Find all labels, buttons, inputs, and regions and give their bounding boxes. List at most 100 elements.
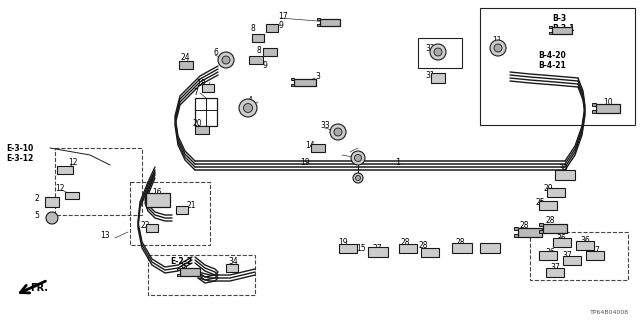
Text: 17: 17	[278, 12, 287, 20]
Text: 5: 5	[34, 211, 39, 220]
Bar	[263, 48, 277, 56]
Text: 36: 36	[545, 247, 555, 257]
Text: FR.: FR.	[30, 283, 48, 293]
Bar	[593, 103, 596, 106]
Text: 32: 32	[425, 44, 435, 52]
Bar	[179, 61, 193, 69]
Circle shape	[494, 44, 502, 52]
Text: E-3-12: E-3-12	[6, 154, 33, 163]
Bar	[540, 230, 543, 233]
Text: 18: 18	[196, 78, 205, 87]
Text: 27: 27	[372, 244, 381, 252]
Text: 9: 9	[262, 60, 267, 69]
Bar	[539, 251, 557, 260]
Text: 21: 21	[186, 201, 195, 210]
Text: 8: 8	[256, 45, 260, 54]
Text: 10: 10	[603, 98, 612, 107]
Bar	[553, 237, 571, 246]
Circle shape	[46, 212, 58, 224]
Bar	[146, 193, 170, 207]
Bar	[547, 188, 565, 196]
Circle shape	[334, 128, 342, 136]
Text: 28: 28	[545, 215, 554, 225]
Bar	[431, 73, 445, 83]
Text: 11: 11	[492, 36, 502, 44]
Text: B-4-20: B-4-20	[538, 51, 566, 60]
Text: 12: 12	[68, 157, 77, 166]
Circle shape	[218, 52, 234, 68]
Text: 31: 31	[425, 70, 435, 79]
Text: 37: 37	[562, 252, 572, 260]
Bar	[480, 243, 500, 253]
Circle shape	[355, 155, 362, 162]
Circle shape	[430, 44, 446, 60]
Bar	[45, 197, 59, 207]
Bar	[593, 110, 596, 113]
Bar	[515, 227, 518, 230]
Text: 2: 2	[34, 194, 39, 203]
Bar	[177, 268, 180, 270]
Text: 36: 36	[580, 236, 589, 244]
Bar	[146, 224, 158, 232]
Bar	[226, 264, 238, 272]
Text: 28: 28	[418, 241, 428, 250]
Bar	[266, 24, 278, 32]
Bar	[546, 268, 564, 276]
Bar	[540, 223, 543, 226]
Circle shape	[434, 48, 442, 56]
Bar	[549, 32, 552, 34]
Bar	[586, 251, 604, 260]
Bar	[148, 255, 255, 295]
Text: 34: 34	[228, 258, 237, 267]
Bar	[555, 170, 575, 180]
Circle shape	[351, 151, 365, 165]
Bar	[339, 244, 357, 252]
Bar	[518, 228, 542, 236]
Text: 37: 37	[590, 245, 600, 254]
Circle shape	[222, 56, 230, 64]
Circle shape	[353, 173, 363, 183]
Text: E-2: E-2	[148, 194, 162, 203]
Text: 37: 37	[550, 263, 560, 273]
Bar	[55, 148, 142, 215]
Text: E-2-2: E-2-2	[170, 258, 192, 267]
Text: E-3-10: E-3-10	[6, 143, 33, 153]
Bar	[596, 103, 620, 113]
Bar	[399, 244, 417, 252]
Bar	[249, 56, 263, 64]
Text: 35: 35	[178, 263, 188, 273]
Bar	[539, 201, 557, 210]
Text: 20: 20	[192, 118, 202, 127]
Text: 36: 36	[556, 234, 566, 243]
Text: 3: 3	[315, 71, 320, 81]
Bar	[530, 232, 628, 280]
Bar	[552, 27, 572, 34]
Bar	[176, 206, 188, 214]
Text: 28: 28	[455, 237, 465, 246]
Text: 33: 33	[320, 121, 330, 130]
Bar	[195, 126, 209, 134]
Bar	[195, 98, 217, 126]
Text: 24: 24	[180, 52, 189, 61]
Circle shape	[355, 175, 360, 180]
Text: 8: 8	[250, 23, 255, 33]
Bar	[130, 182, 210, 245]
Text: 1: 1	[395, 157, 400, 166]
Text: 28: 28	[400, 237, 410, 246]
Bar	[515, 234, 518, 237]
Bar	[202, 84, 214, 92]
Bar	[294, 78, 316, 85]
Text: 19: 19	[300, 157, 310, 166]
Text: 9: 9	[278, 20, 283, 29]
Bar	[317, 18, 320, 20]
Bar	[320, 19, 340, 26]
Text: B-4-21: B-4-21	[538, 60, 566, 69]
Text: 28: 28	[520, 220, 529, 229]
Text: 15: 15	[356, 244, 365, 252]
Text: 4: 4	[248, 95, 253, 105]
Text: 14: 14	[305, 140, 315, 149]
Circle shape	[239, 99, 257, 117]
Bar	[291, 84, 294, 86]
Text: 26: 26	[310, 143, 319, 153]
Text: 7: 7	[193, 87, 198, 97]
